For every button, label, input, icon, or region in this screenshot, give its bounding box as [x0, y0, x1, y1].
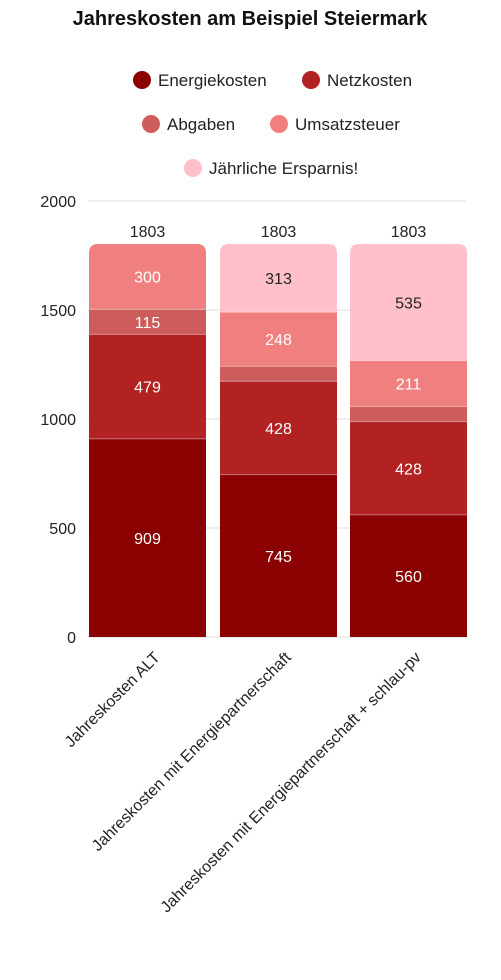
y-tick-label-4: 2000 — [40, 194, 76, 211]
bar-segment-0-2 — [89, 309, 206, 335]
y-tick-label-1: 500 — [49, 521, 76, 538]
data-label-1-3: 248 — [265, 332, 292, 349]
y-tick-label-0: 0 — [67, 630, 76, 647]
data-label-2-4: 535 — [395, 295, 422, 312]
bars: 909 479 115 300 1803 745 428 248 313 1803 560 428 21… — [89, 224, 467, 637]
bar-segment-2-4 — [350, 243, 467, 361]
legend-marker-0 — [133, 71, 151, 89]
data-label-2-3: 211 — [396, 377, 422, 394]
legend-label-1: Netzkosten — [327, 71, 412, 90]
data-label-0-3: 300 — [134, 270, 161, 287]
data-label-1-4: 313 — [265, 271, 292, 288]
legend-marker-2 — [142, 115, 160, 133]
bar-segment-1-2 — [220, 366, 337, 382]
data-label-0-1: 479 — [134, 380, 161, 397]
bar-segment-1-1 — [220, 381, 337, 475]
y-tick-label-3: 1500 — [40, 303, 76, 320]
x-category-label-0: Jahreskosten ALT — [62, 649, 164, 751]
bar-segment-1-4 — [220, 243, 337, 313]
bar-stack-1: 745 428 248 313 1803 — [220, 224, 337, 637]
legend: Energiekosten Netzkosten Abgaben Umsatzsteu… — [133, 71, 412, 178]
x-category-label-2: Jahreskosten mit Energiepartnerschaft + … — [158, 649, 425, 916]
legend-marker-1 — [302, 71, 320, 89]
bar-segment-1-0 — [220, 474, 337, 637]
y-axis: 0 500 1000 1500 2000 — [40, 194, 76, 647]
data-label-1-0: 745 — [265, 549, 292, 566]
legend-label-2: Abgaben — [167, 115, 235, 134]
bar-segment-0-3 — [89, 243, 206, 310]
bar-stack-0: 909 479 115 300 1803 — [89, 224, 206, 637]
bar-segment-0-1 — [89, 334, 206, 439]
bar-segment-1-3 — [220, 312, 337, 367]
legend-marker-3 — [270, 115, 288, 133]
data-label-1-1: 428 — [265, 421, 292, 438]
bar-segment-2-3 — [350, 360, 467, 407]
bar-segment-0-0 — [89, 438, 206, 637]
bar-segment-2-0 — [350, 514, 467, 637]
legend-label-3: Umsatzsteuer — [295, 115, 400, 134]
chart-title: Jahreskosten am Beispiel Steiermark — [73, 8, 429, 30]
bar-stack-2: 560 428 211 535 1803 — [350, 224, 467, 637]
bar-segment-2-2 — [350, 406, 467, 422]
legend-label-4: Jährliche Ersparnis! — [209, 159, 358, 178]
bar-segment-2-1 — [350, 421, 467, 515]
data-label-2-0: 560 — [395, 569, 422, 586]
data-label-2-1: 428 — [395, 461, 422, 478]
total-label-0: 1803 — [130, 224, 166, 241]
data-label-0-2: 115 — [135, 315, 161, 332]
total-label-2: 1803 — [391, 224, 427, 241]
legend-label-0: Energiekosten — [158, 71, 267, 90]
data-label-0-0: 909 — [134, 531, 161, 548]
total-label-1: 1803 — [261, 224, 297, 241]
legend-marker-4 — [184, 159, 202, 177]
y-tick-label-2: 1000 — [40, 412, 76, 429]
